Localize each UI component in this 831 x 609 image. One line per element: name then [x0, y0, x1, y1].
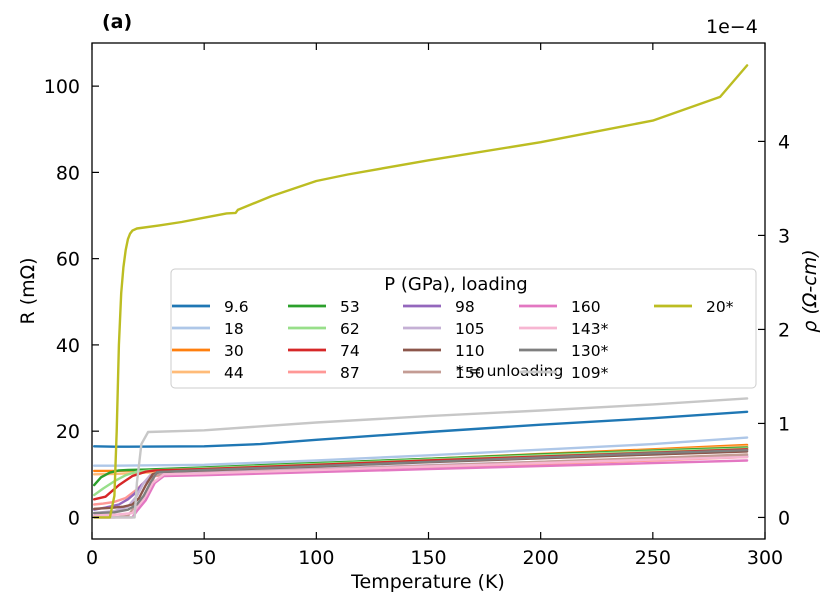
legend-box — [170, 268, 757, 389]
legend-note: * = unloading — [456, 362, 563, 380]
x-axis: 0 50 100 150 200 250 300 — [86, 43, 783, 569]
y-tick-label: 0 — [68, 507, 80, 529]
x-tick-label: 100 — [298, 547, 334, 569]
legend: P (GPa), loading * = unloading 9.6 18 30 44… — [170, 268, 757, 389]
legend-label: 105 — [455, 320, 485, 338]
series-line-1 — [92, 436, 749, 467]
legend-label: 20* — [706, 298, 734, 316]
series-line-16 — [92, 64, 749, 519]
y2-offset-text: 1e−4 — [706, 16, 758, 38]
y-tick-label: 20 — [56, 421, 80, 443]
x-tick-label: 150 — [410, 547, 446, 569]
legend-label: 53 — [340, 298, 360, 316]
x-axis-label: Temperature (K) — [350, 571, 505, 593]
panel-label: (a) — [102, 11, 132, 33]
y2-axis: 0 1 2 3 4 — [758, 131, 790, 529]
series-line-0 — [92, 410, 749, 448]
y-axis-label: R (mΩ) — [17, 257, 39, 324]
legend-label: 130* — [571, 342, 609, 360]
y2-tick-label: 1 — [778, 413, 790, 435]
y2-axis-label: ρ (Ω-cm) — [799, 249, 821, 332]
x-tick-label: 200 — [523, 547, 559, 569]
y-tick-label: 80 — [56, 162, 80, 184]
y-axis: 0 20 40 60 80 100 — [44, 76, 99, 529]
legend-label: 110 — [455, 342, 485, 360]
legend-title: P (GPa), loading — [384, 274, 527, 295]
series-layer — [92, 64, 749, 519]
legend-label: 143* — [571, 320, 609, 338]
series-line-15 — [92, 397, 749, 519]
legend-label: 62 — [340, 320, 360, 338]
legend-label: 160 — [571, 298, 601, 316]
x-tick-label: 50 — [192, 547, 216, 569]
legend-label: 44 — [224, 364, 244, 382]
y2-tick-label: 0 — [778, 507, 790, 529]
y-tick-label: 40 — [56, 335, 80, 357]
legend-label: 98 — [455, 298, 475, 316]
legend-label: 109* — [571, 364, 609, 382]
y2-tick-label: 2 — [778, 319, 790, 341]
legend-entries: 9.6 18 30 44 53 62 74 87 98 105 110 150 160 143* 130* 1… — [172, 298, 734, 382]
x-tick-label: 250 — [635, 547, 671, 569]
legend-label: 150 — [455, 364, 485, 382]
y-tick-label: 60 — [56, 249, 80, 271]
y2-tick-label: 3 — [778, 225, 790, 247]
y2-tick-label: 4 — [778, 131, 790, 153]
legend-label: 87 — [340, 364, 360, 382]
x-tick-label: 300 — [747, 547, 783, 569]
series-line-14 — [92, 449, 749, 515]
legend-label: 30 — [224, 342, 244, 360]
series-line-13 — [92, 455, 749, 517]
legend-label: 18 — [224, 320, 244, 338]
y-tick-label: 100 — [44, 76, 80, 98]
x-tick-label: 0 — [86, 547, 98, 569]
legend-label: 9.6 — [224, 298, 249, 316]
legend-label: 74 — [340, 342, 360, 360]
